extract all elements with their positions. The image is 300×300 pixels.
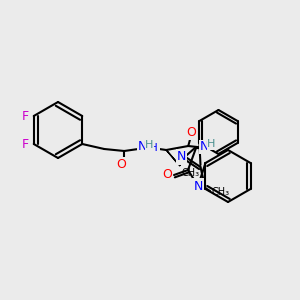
Text: O: O [162,169,172,182]
Polygon shape [166,150,180,166]
Text: H: H [207,139,215,149]
Text: H: H [145,140,153,150]
Text: NH: NH [142,143,159,153]
Text: N: N [177,151,186,164]
Text: N: N [138,140,147,154]
Text: N: N [200,140,209,154]
Text: CH₃: CH₃ [211,187,229,197]
Text: F: F [22,137,29,151]
Text: F: F [22,110,29,122]
Text: O: O [186,125,196,139]
Text: O: O [116,158,126,172]
Text: CH₃: CH₃ [181,168,200,178]
Text: N: N [193,179,203,193]
